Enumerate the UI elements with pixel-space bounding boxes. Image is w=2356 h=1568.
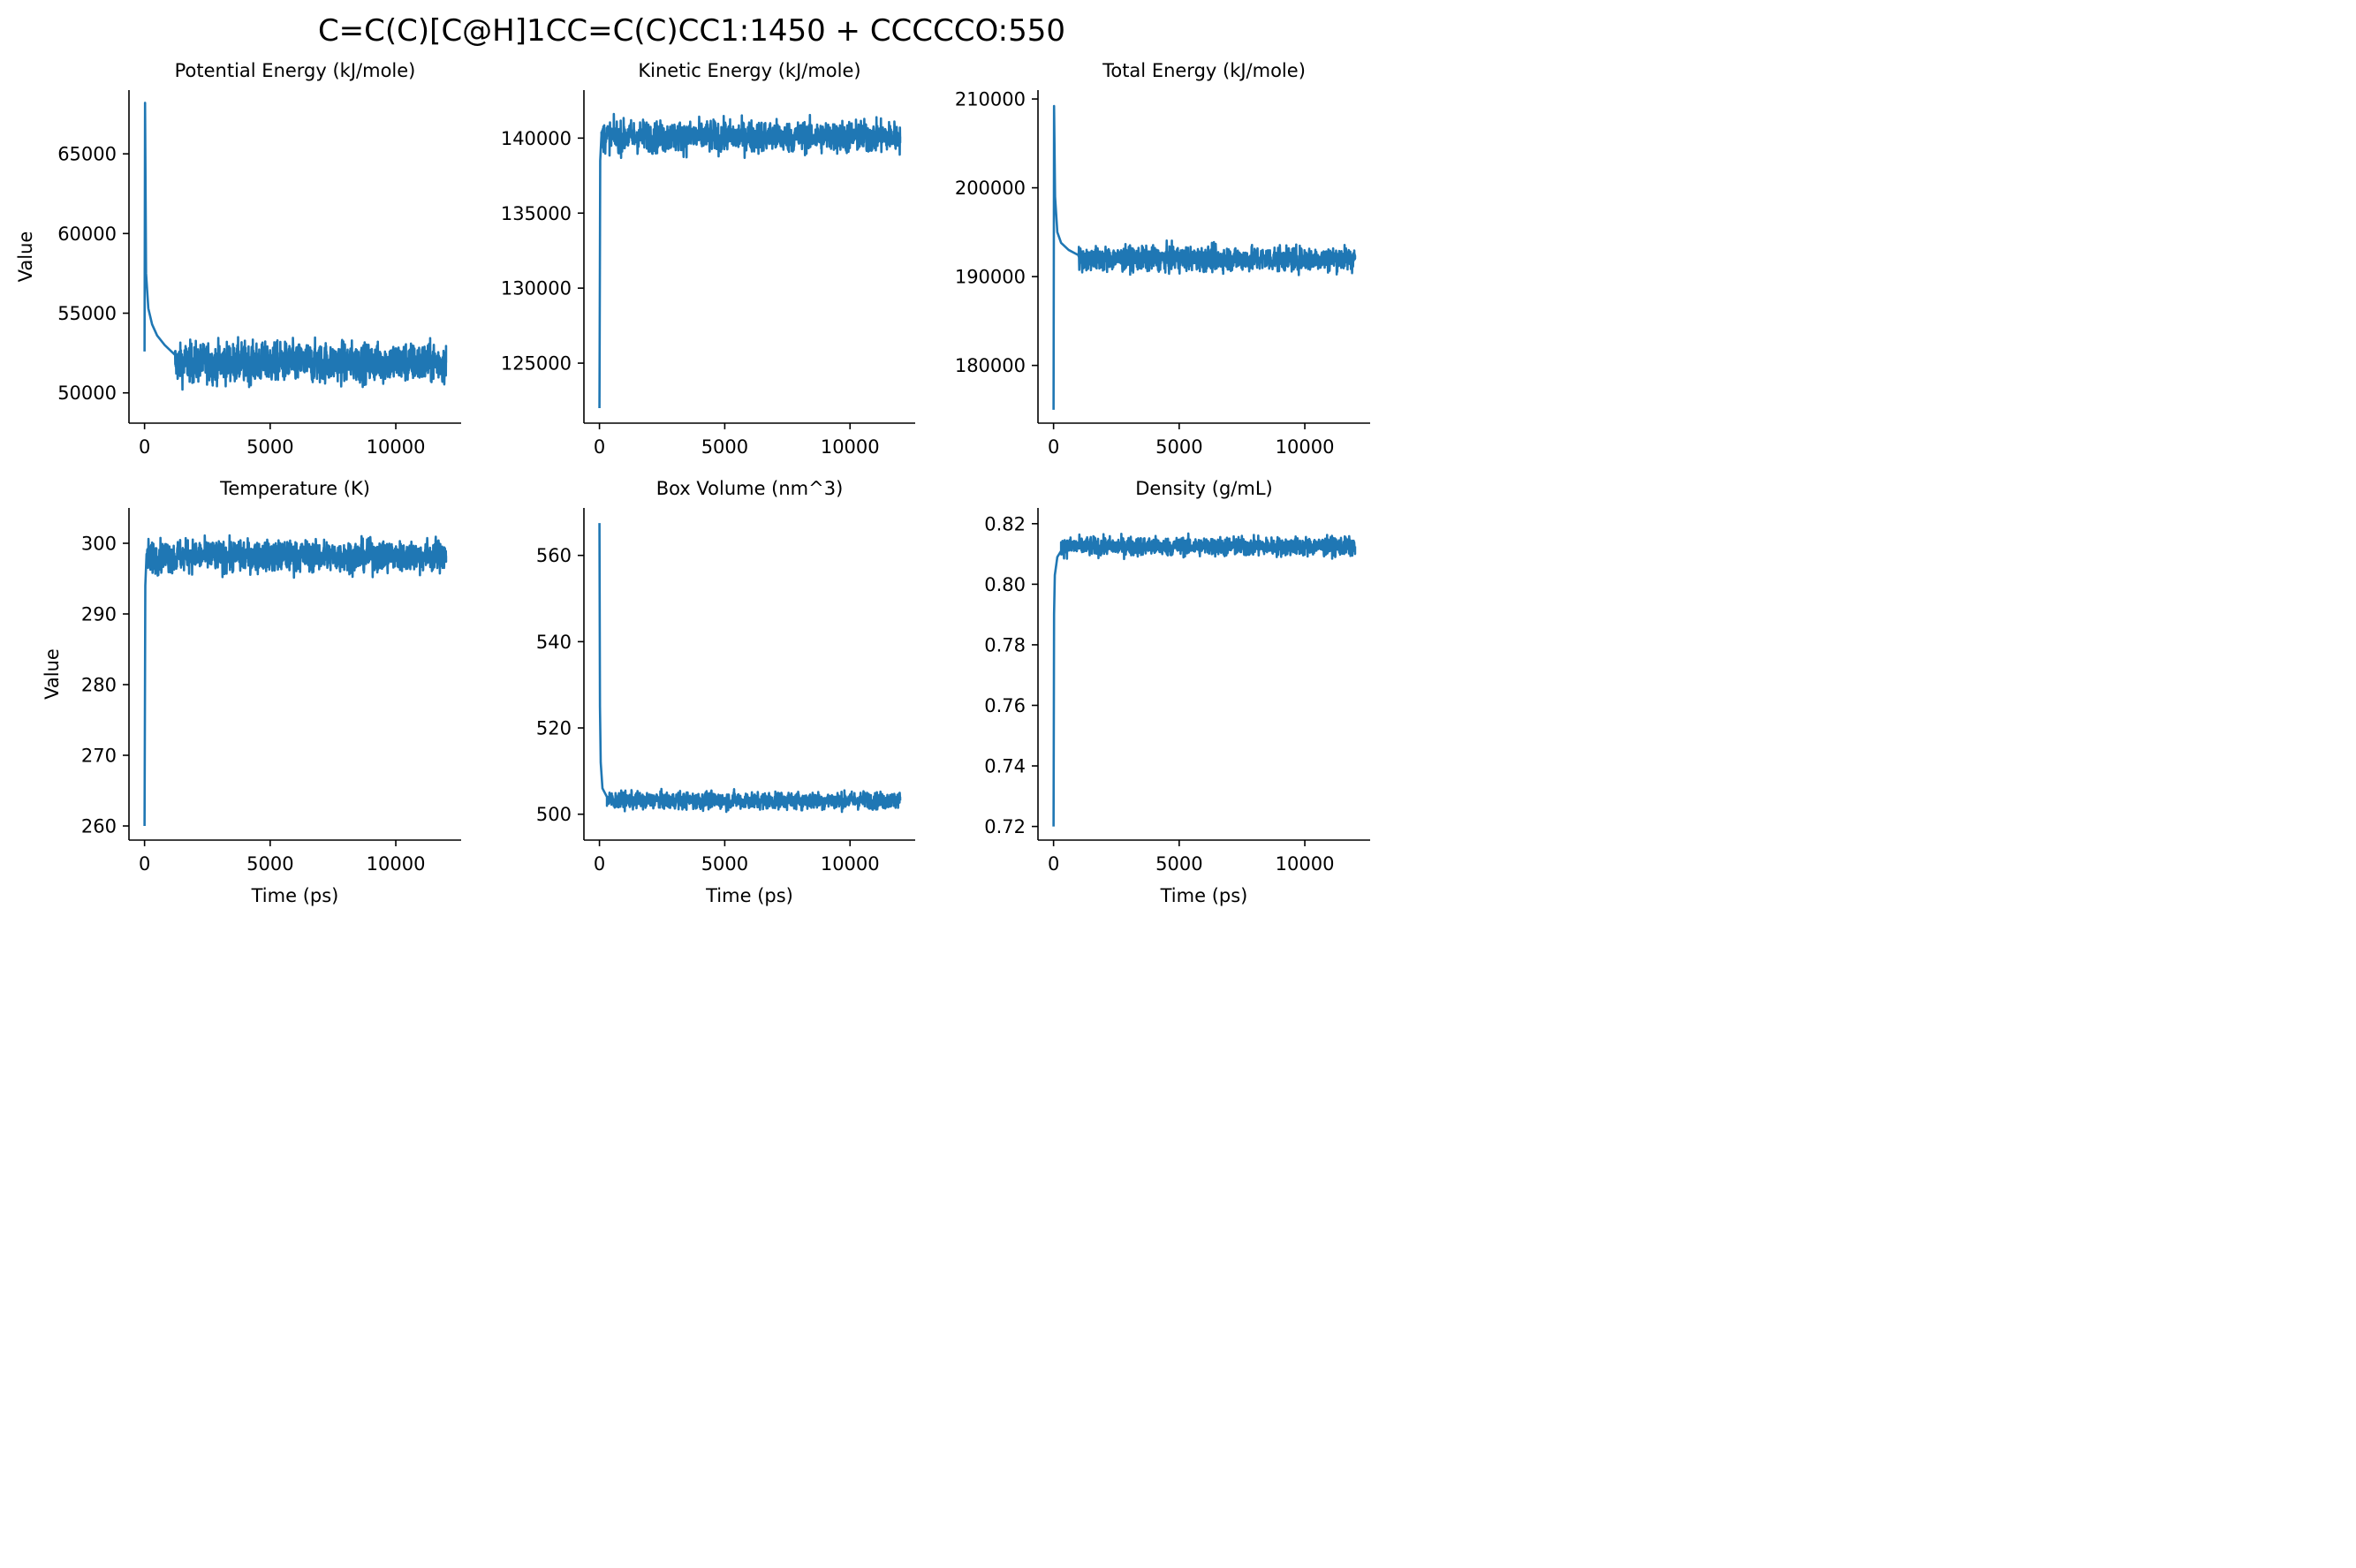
y-tick-label: 190000	[955, 267, 1026, 288]
x-tick-label: 5000	[246, 436, 293, 458]
y-tick-label: 520	[536, 718, 572, 739]
y-tick-label: 130000	[501, 278, 572, 299]
y-tick-label: 60000	[57, 223, 117, 245]
subplot-title: Total Energy (kJ/mole)	[1102, 60, 1306, 81]
y-tick-label: 0.82	[984, 513, 1026, 534]
y-tick-label: 140000	[501, 128, 572, 149]
x-tick-label: 0	[594, 436, 605, 458]
subplot-3: Total Energy (kJ/mole) 0 5000 10000 180000 19…	[955, 60, 1370, 458]
figure-title: C=C(C)[C@H]1CC=C(C)CC1:1450 + CCCCCO:550	[318, 13, 1065, 49]
x-axis-label: Time (ps)	[705, 885, 793, 906]
x-tick-label: 10000	[1276, 436, 1335, 458]
x-tick-label: 0	[594, 853, 605, 875]
y-tick-label: 210000	[955, 89, 1026, 110]
x-tick-label: 0	[1048, 436, 1059, 458]
subplot-title: Kinetic Energy (kJ/mole)	[638, 60, 860, 81]
x-tick-label: 5000	[1155, 853, 1202, 875]
series-line	[598, 523, 902, 814]
figure-canvas: C=C(C)[C@H]1CC=C(C)CC1:1450 + CCCCCO:550…	[15, 13, 1370, 906]
y-tick-label: 540	[536, 632, 572, 653]
y-tick-label: 0.78	[984, 634, 1026, 655]
y-tick-label: 125000	[501, 353, 572, 375]
series-line	[143, 534, 448, 827]
y-tick-label: 560	[536, 545, 572, 566]
y-tick-label: 500	[536, 804, 572, 825]
y-tick-label: 50000	[57, 383, 117, 404]
y-tick-label: 0.72	[984, 816, 1026, 837]
subplot-6: Density (g/mL) 0 5000 10000 0.72 0.74 0.76 0.78…	[984, 478, 1370, 906]
x-tick-label: 10000	[1276, 853, 1335, 875]
x-tick-label: 5000	[701, 853, 748, 875]
y-tick-label: 200000	[955, 178, 1026, 199]
series-line	[143, 102, 448, 391]
y-tick-label: 0.74	[984, 756, 1026, 777]
x-tick-label: 10000	[367, 853, 426, 875]
y-tick-label: 135000	[501, 203, 572, 224]
subplot-1: Potential Energy (kJ/mole) 0 5000 10000 5000…	[15, 60, 461, 458]
x-tick-label: 0	[139, 436, 150, 458]
x-tick-label: 5000	[701, 436, 748, 458]
y-tick-label: 270	[81, 746, 117, 767]
subplot-2: Kinetic Energy (kJ/mole) 0 5000 10000 125000…	[501, 60, 915, 458]
y-tick-label: 0.76	[984, 695, 1026, 716]
y-tick-label: 180000	[955, 355, 1026, 376]
subplot-4: Temperature (K) 0 5000 10000 260 270 280 290 300…	[42, 478, 461, 906]
y-axis-label: Value	[42, 648, 63, 700]
x-tick-label: 5000	[1155, 436, 1202, 458]
subplot-title: Box Volume (nm^3)	[656, 478, 844, 499]
x-axis-label: Time (ps)	[251, 885, 339, 906]
y-axis-label: Value	[15, 231, 36, 283]
subplot-5: Box Volume (nm^3) 0 5000 10000 500 520 540 560 T…	[536, 478, 915, 906]
series-line	[1052, 532, 1357, 827]
x-tick-label: 10000	[821, 853, 880, 875]
subplot-title: Potential Energy (kJ/mole)	[175, 60, 416, 81]
x-tick-label: 0	[1048, 853, 1059, 875]
y-tick-label: 65000	[57, 144, 117, 165]
y-tick-label: 300	[81, 534, 117, 555]
y-tick-label: 55000	[57, 303, 117, 324]
series-line	[598, 112, 902, 409]
y-tick-label: 260	[81, 816, 117, 837]
x-axis-label: Time (ps)	[1160, 885, 1248, 906]
y-tick-label: 0.80	[984, 574, 1026, 595]
x-tick-label: 0	[139, 853, 150, 875]
y-tick-label: 290	[81, 604, 117, 625]
x-tick-label: 10000	[821, 436, 880, 458]
subplots: Potential Energy (kJ/mole)0 5000 100005000…	[15, 60, 1370, 906]
x-tick-label: 10000	[367, 436, 426, 458]
y-tick-label: 280	[81, 675, 117, 696]
subplot-title: Density (g/mL)	[1135, 478, 1272, 499]
x-tick-label: 5000	[246, 853, 293, 875]
series-line	[1052, 104, 1357, 410]
subplot-title: Temperature (K)	[219, 478, 370, 499]
